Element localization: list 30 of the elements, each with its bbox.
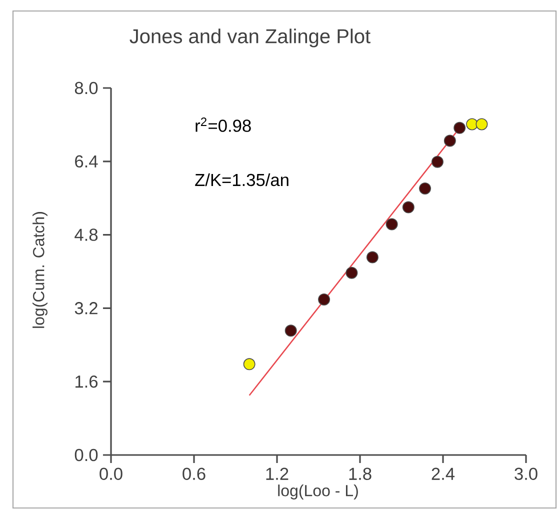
point bbox=[243, 358, 256, 370]
point bbox=[454, 122, 466, 134]
point bbox=[318, 293, 330, 306]
y-axis-title: log(Cum. Catch) bbox=[32, 212, 48, 328]
y-tick-label: 4.8 bbox=[74, 228, 98, 241]
y-tick-label: 6.4 bbox=[75, 155, 98, 168]
point bbox=[402, 201, 414, 214]
x-tick-label: 0.0 bbox=[100, 468, 122, 480]
point bbox=[419, 182, 432, 194]
x-tick-label: 2.4 bbox=[432, 468, 455, 480]
point bbox=[466, 118, 478, 130]
point bbox=[431, 156, 444, 168]
x-axis-title: log(Loo - L) bbox=[278, 484, 358, 500]
annotation: Z/K=1.35/an bbox=[195, 173, 288, 186]
y-tick-label: 8.0 bbox=[74, 82, 98, 94]
point bbox=[444, 134, 456, 147]
point bbox=[366, 251, 378, 264]
point bbox=[476, 118, 488, 130]
point bbox=[386, 218, 398, 230]
y-tick-label: 1.6 bbox=[76, 375, 98, 388]
x-tick-label: 0.6 bbox=[182, 468, 206, 480]
annotation: r$^{2}$=0.98 bbox=[196, 117, 251, 132]
y-tick-label: 3.2 bbox=[74, 302, 98, 314]
y-tick-label: 0.0 bbox=[74, 448, 98, 462]
x-tick-label: 3.0 bbox=[514, 468, 538, 480]
x-tick-label: 1.2 bbox=[266, 468, 288, 480]
chart-title: Jones and van Zalinge Plot bbox=[130, 28, 370, 48]
point bbox=[346, 266, 358, 279]
point bbox=[284, 324, 297, 337]
x-tick-label: 1.8 bbox=[349, 468, 372, 480]
